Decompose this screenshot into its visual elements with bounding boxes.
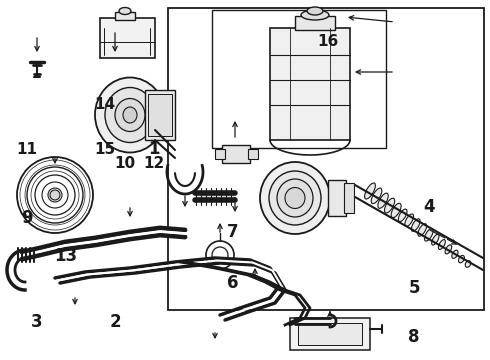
Ellipse shape [277, 179, 313, 217]
Ellipse shape [398, 209, 407, 222]
Text: 2: 2 [109, 313, 121, 331]
Bar [248, 149, 258, 159]
Ellipse shape [260, 162, 330, 234]
Text: 14: 14 [95, 97, 116, 112]
Bar [298, 323, 362, 345]
Bar [290, 318, 370, 350]
Bar [270, 28, 350, 140]
Bar [295, 16, 335, 30]
Text: 7: 7 [227, 223, 239, 241]
Text: 11: 11 [17, 142, 37, 157]
Bar [115, 12, 135, 20]
Text: 1: 1 [148, 140, 160, 158]
Ellipse shape [385, 198, 394, 213]
Ellipse shape [391, 203, 401, 218]
Circle shape [50, 190, 60, 200]
Ellipse shape [105, 87, 155, 143]
Text: 5: 5 [408, 279, 420, 297]
Ellipse shape [307, 7, 323, 15]
Ellipse shape [432, 234, 439, 245]
Ellipse shape [115, 99, 145, 131]
Bar [145, 90, 175, 140]
Ellipse shape [378, 193, 388, 208]
Ellipse shape [371, 188, 382, 204]
Ellipse shape [119, 8, 131, 14]
Bar [344, 183, 354, 213]
Ellipse shape [418, 224, 427, 236]
Ellipse shape [123, 107, 137, 123]
Text: 10: 10 [114, 156, 136, 171]
Text: 12: 12 [144, 156, 165, 171]
Bar [168, 8, 484, 310]
Bar [215, 149, 225, 159]
Text: 9: 9 [21, 209, 33, 227]
Text: 8: 8 [408, 328, 420, 346]
Bar [100, 18, 155, 58]
Ellipse shape [285, 188, 305, 208]
Ellipse shape [365, 183, 375, 199]
Text: 3: 3 [31, 313, 43, 331]
Bar [222, 145, 250, 163]
Ellipse shape [459, 256, 465, 263]
Ellipse shape [412, 219, 420, 231]
Text: 6: 6 [227, 274, 239, 292]
Ellipse shape [465, 261, 471, 267]
Bar [328, 180, 346, 216]
Text: 15: 15 [95, 142, 116, 157]
Ellipse shape [424, 229, 433, 241]
Text: 16: 16 [318, 34, 339, 49]
Text: 4: 4 [423, 198, 435, 216]
Ellipse shape [269, 171, 321, 225]
Bar [148, 94, 172, 136]
Bar [212, 10, 386, 148]
Ellipse shape [405, 214, 414, 226]
Ellipse shape [452, 250, 458, 258]
Ellipse shape [439, 240, 445, 249]
Text: 13: 13 [54, 247, 78, 265]
Ellipse shape [301, 10, 329, 20]
Ellipse shape [95, 77, 165, 153]
Ellipse shape [445, 245, 452, 254]
